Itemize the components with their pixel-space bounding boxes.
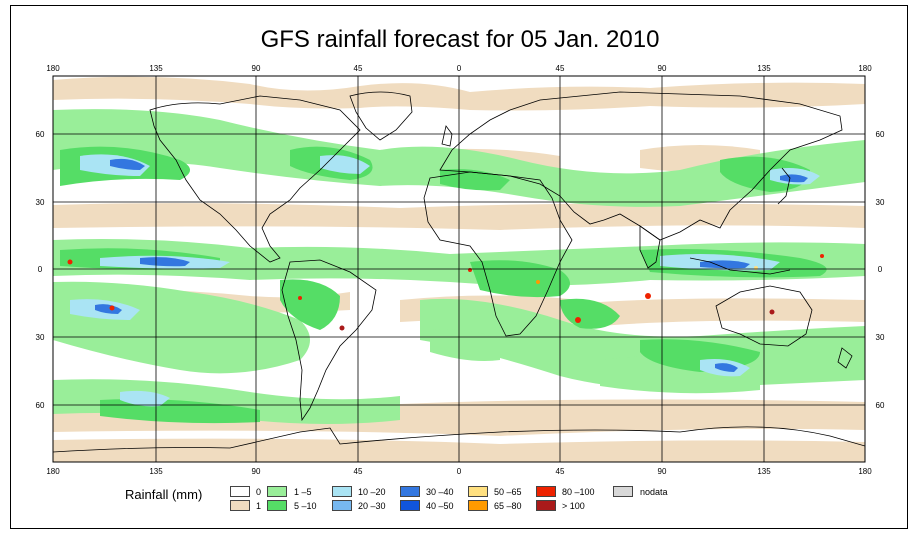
australia-outline (715, 285, 813, 347)
lat-tick: 60 (876, 401, 885, 410)
lon-tick: 45 (556, 64, 565, 73)
lat-tick: 30 (876, 198, 885, 207)
lon-tick: 45 (354, 467, 363, 476)
rain-20-40-areas (95, 158, 808, 372)
legend-swatch-12 (613, 486, 633, 497)
graticule (53, 76, 865, 462)
legend-swatch-10 (536, 486, 556, 497)
legend-swatch-2 (267, 486, 287, 497)
lat-tick: 30 (876, 333, 885, 342)
lon-tick: 180 (46, 467, 60, 476)
legend-label-7: 40 –50 (426, 501, 454, 511)
legend-label-9: 65 –80 (494, 501, 522, 511)
lon-tick: 90 (658, 467, 667, 476)
lat-tick: 30 (36, 333, 45, 342)
legend-label-1: 1 (256, 501, 262, 511)
lon-tick: 90 (252, 467, 261, 476)
legend-swatch-6 (400, 486, 420, 497)
lon-ticks-top: 180 135 90 45 0 45 90 135 180 (46, 64, 872, 73)
legend-title: Rainfall (mm) (125, 487, 203, 502)
lat-ticks-right: 60 30 0 30 60 (876, 130, 885, 410)
new-zealand-outline (837, 347, 853, 369)
lon-tick: 45 (354, 64, 363, 73)
uk-outline (441, 125, 453, 147)
legend-label-3: 5 –10 (294, 501, 317, 511)
lon-tick: 135 (149, 64, 163, 73)
legend-label-10: 80 –100 (562, 487, 595, 497)
india-outline (639, 225, 661, 269)
lat-tick: 30 (36, 198, 45, 207)
lat-tick: 0 (878, 265, 883, 274)
lon-tick: 0 (457, 64, 462, 73)
lon-tick: 180 (858, 467, 872, 476)
legend-swatch-9 (468, 500, 488, 511)
legend-swatch-5 (332, 500, 352, 511)
lat-tick: 60 (876, 130, 885, 139)
lon-tick: 90 (658, 64, 667, 73)
lat-tick: 0 (38, 265, 43, 274)
lon-tick: 180 (46, 64, 60, 73)
greenland-outline (349, 91, 413, 141)
lat-tick: 60 (36, 401, 45, 410)
lon-tick: 135 (149, 467, 163, 476)
coastlines (53, 91, 865, 453)
antarctica-outline (53, 426, 865, 453)
south-america-outline (281, 259, 377, 422)
rain-heavy-spots (67, 254, 824, 331)
legend-label-8: 50 –65 (494, 487, 522, 497)
lon-tick: 45 (556, 467, 565, 476)
indonesia-outline (689, 257, 791, 275)
lon-tick: 135 (757, 64, 771, 73)
lat-ticks-left: 60 30 0 30 60 (36, 130, 45, 410)
legend-swatch-4 (332, 486, 352, 497)
legend-swatch-1 (230, 500, 250, 511)
lat-tick: 60 (36, 130, 45, 139)
north-america-outline (149, 95, 361, 263)
eurasia-outline (439, 91, 843, 241)
lon-ticks-bottom: 180 135 90 45 0 45 90 135 180 (46, 467, 872, 476)
legend-label-6: 30 –40 (426, 487, 454, 497)
legend-label-11: > 100 (562, 501, 585, 511)
legend-swatch-3 (267, 500, 287, 511)
legend-label-5: 20 –30 (358, 501, 386, 511)
lon-tick: 0 (457, 467, 462, 476)
lon-tick: 135 (757, 467, 771, 476)
legend-swatch-8 (468, 486, 488, 497)
legend-swatch-11 (536, 500, 556, 511)
legend-label-0: 0 (256, 487, 262, 497)
lon-tick: 90 (252, 64, 261, 73)
legend-label-4: 10 –20 (358, 487, 386, 497)
lon-tick: 180 (858, 64, 872, 73)
map-title: GFS rainfall forecast for 05 Jan. 2010 (260, 26, 660, 53)
japan-outline (777, 167, 791, 205)
legend-label-2: 1 –5 (294, 487, 312, 497)
legend-label-12: nodata (640, 487, 668, 497)
africa-outline (423, 171, 573, 337)
legend-swatch-0 (230, 486, 250, 497)
legend-swatch-7 (400, 500, 420, 511)
